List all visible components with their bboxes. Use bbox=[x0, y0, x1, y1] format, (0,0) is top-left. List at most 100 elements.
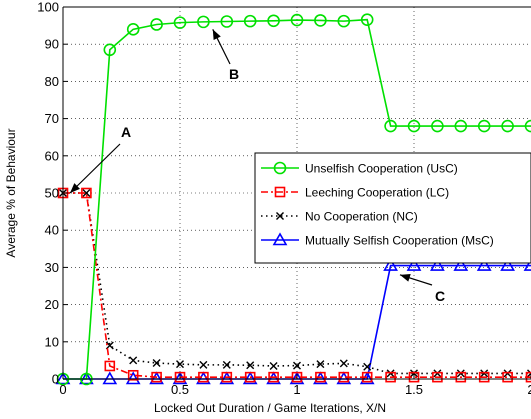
legend-label: Mutually Selfish Cooperation (MsC) bbox=[305, 234, 494, 248]
lc-marker bbox=[174, 371, 186, 383]
lc-marker bbox=[385, 371, 396, 383]
nc-marker-stroke bbox=[363, 362, 372, 371]
annotation-arrow-b bbox=[212, 29, 231, 65]
msc-marker bbox=[266, 371, 281, 385]
y-tick-label: 70 bbox=[45, 111, 59, 126]
usc-marker bbox=[220, 15, 234, 28]
msc-marker bbox=[523, 257, 531, 271]
nc-marker bbox=[339, 359, 348, 368]
msc-marker bbox=[219, 371, 235, 385]
lc-marker bbox=[151, 371, 162, 383]
lc-marker bbox=[81, 187, 92, 199]
nc-marker bbox=[246, 361, 255, 370]
y-axis-label: Average % of Behaviour bbox=[4, 128, 18, 257]
usc-marker bbox=[314, 14, 327, 27]
usc-marker bbox=[243, 14, 257, 28]
nc-marker-stroke bbox=[82, 189, 91, 197]
y-tick-label: 10 bbox=[45, 334, 59, 349]
msc-marker bbox=[406, 257, 422, 271]
usc-marker bbox=[267, 14, 280, 28]
legend-box bbox=[254, 152, 531, 264]
usc-marker bbox=[337, 14, 351, 28]
lc-marker bbox=[525, 371, 531, 383]
nc-marker-stroke bbox=[339, 359, 348, 368]
annotations: A B C bbox=[69, 29, 445, 304]
nc-marker bbox=[82, 189, 91, 197]
y-tick-label: 30 bbox=[45, 260, 59, 275]
usc-marker bbox=[431, 119, 444, 133]
msc-marker bbox=[430, 257, 445, 271]
x-tick-label: 1.5 bbox=[405, 382, 423, 397]
usc-marker bbox=[173, 16, 187, 29]
lc-marker bbox=[198, 371, 209, 383]
lc-marker bbox=[455, 371, 467, 383]
legend-entry-lc: Leeching Cooperation (LC) bbox=[261, 186, 449, 200]
usc-marker bbox=[384, 119, 397, 133]
series-line-usc bbox=[63, 18, 531, 380]
lc-marker bbox=[408, 371, 420, 383]
usc-marker bbox=[501, 119, 514, 133]
y-tick-label: 100 bbox=[37, 0, 59, 15]
series-usc bbox=[56, 13, 531, 386]
y-tick-label: 20 bbox=[45, 297, 59, 312]
nc-marker-stroke bbox=[105, 341, 114, 350]
annotation-arrow-shaft bbox=[69, 143, 121, 194]
msc-marker bbox=[476, 257, 492, 271]
msc-marker bbox=[196, 371, 211, 385]
msc-marker bbox=[336, 371, 352, 385]
series-lc bbox=[57, 187, 531, 383]
nc-marker bbox=[176, 360, 184, 369]
annotation-arrow-c bbox=[399, 274, 433, 286]
usc-marker bbox=[126, 23, 140, 36]
msc-marker bbox=[149, 371, 164, 385]
nc-marker bbox=[363, 362, 372, 371]
msc-marker bbox=[102, 371, 118, 385]
legend: Unselfish Cooperation (UsC) Leeching Coop… bbox=[254, 152, 531, 264]
nc-marker-stroke bbox=[199, 360, 208, 369]
msc-marker bbox=[172, 371, 188, 385]
lc-marker bbox=[315, 371, 326, 383]
usc-marker bbox=[290, 13, 304, 27]
msc-marker bbox=[289, 371, 305, 385]
nc-marker bbox=[316, 360, 325, 369]
annotation-label-a: A bbox=[121, 124, 131, 140]
legend-label: Unselfish Cooperation (UsC) bbox=[305, 162, 458, 176]
usc-marker bbox=[273, 161, 287, 175]
x-tick-label: 0 bbox=[59, 382, 66, 397]
legend-entry-nc: No Cooperation (NC) bbox=[261, 210, 418, 224]
x-tick-label: 0.5 bbox=[171, 382, 189, 397]
x-axis-label: Locked Out Duration / Game Iterations, X… bbox=[154, 401, 386, 415]
lc-marker bbox=[502, 371, 513, 383]
nc-marker bbox=[199, 360, 208, 369]
nc-marker-stroke bbox=[269, 361, 278, 370]
y-tick-label: 40 bbox=[45, 223, 59, 238]
legend-entry-usc: Unselfish Cooperation (UsC) bbox=[261, 162, 458, 176]
lc-marker bbox=[104, 360, 116, 372]
y-tick-label: 50 bbox=[45, 186, 59, 201]
nc-marker bbox=[269, 361, 278, 370]
lc-marker bbox=[432, 371, 443, 383]
lc-marker bbox=[478, 371, 490, 383]
nc-marker bbox=[276, 212, 284, 220]
y-tick-label: 60 bbox=[45, 148, 59, 163]
legend-label: Leeching Cooperation (LC) bbox=[305, 186, 449, 200]
lc-marker bbox=[361, 371, 373, 383]
y-tick-label: 90 bbox=[45, 37, 59, 52]
usc-marker bbox=[150, 18, 163, 31]
lc-marker bbox=[244, 371, 256, 383]
nc-marker-stroke bbox=[222, 360, 231, 369]
msc-marker bbox=[242, 371, 258, 385]
msc-marker bbox=[359, 371, 375, 385]
nc-marker bbox=[293, 361, 301, 370]
msc-marker bbox=[383, 257, 398, 271]
annotation-arrow-head bbox=[399, 274, 411, 282]
lc-marker bbox=[221, 371, 233, 383]
msc-marker bbox=[125, 371, 141, 385]
nc-marker bbox=[152, 359, 161, 367]
msc-marker bbox=[313, 371, 328, 385]
x-tick-label: 1 bbox=[293, 382, 300, 397]
lc-marker bbox=[291, 371, 303, 383]
annotation-arrow-head bbox=[212, 29, 221, 41]
usc-marker bbox=[454, 119, 468, 133]
